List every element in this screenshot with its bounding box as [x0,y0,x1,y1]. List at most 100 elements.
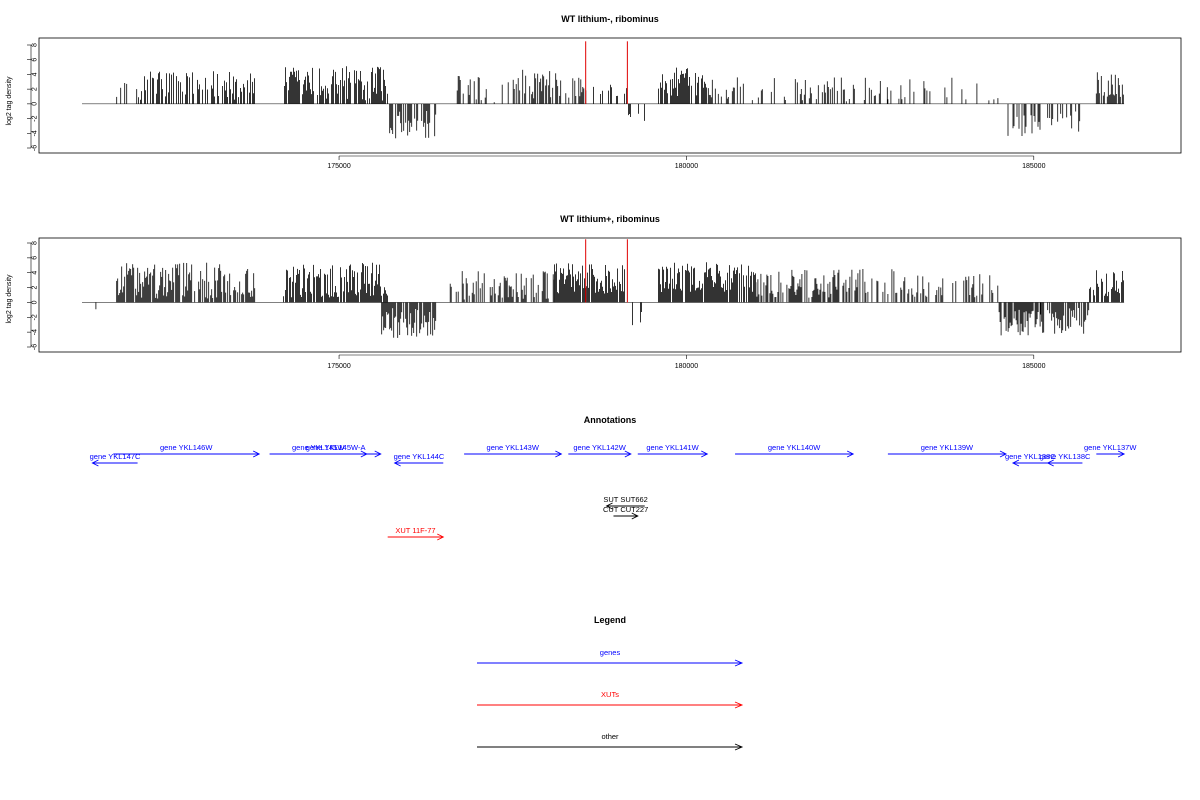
y-tick-label: 2 [31,286,38,290]
y-tick-label: 6 [31,58,38,62]
feature-arrowhead [252,450,261,458]
plot-frame [38,237,1182,353]
feature-arrowhead [1046,459,1054,467]
feature-label: gene YKL147C [90,452,141,461]
y-tick-label: -4 [31,130,38,136]
feature-label: gene YKL137W [1084,443,1137,452]
feature-label: gene YKL142W [573,443,626,452]
feature-label: gene YKL144C [394,452,445,461]
feature-label: SUT SUT662 [603,495,647,504]
marker-lines [585,239,628,303]
y-tick-label: 4 [31,271,38,275]
legend-arrowhead [734,743,744,751]
feature-arrowhead [846,450,855,458]
feature-arrowhead [437,533,445,541]
feature-label: CUT CUT227 [603,505,648,514]
annotation-feature: gene YKL144C [393,452,445,467]
annotation-feature: gene YKL146W [113,443,261,458]
y-tick-label: 8 [31,241,38,245]
legend-item: XUTs [477,690,744,709]
legend-label: genes [600,648,621,657]
annotation-feature: gene YKL140W [735,443,855,458]
annotation-feature: gene YKL145W-A [290,443,382,458]
x-tick-label: 180000 [675,163,698,170]
panel-title: WT lithium+, ribominus [560,214,660,224]
x-tick-label: 185000 [1022,363,1045,370]
annotation-feature: XUT 11F-77 [387,526,445,541]
signal-bars [82,66,1125,139]
feature-label: gene YKL139W [921,443,974,452]
legend-arrowhead [734,701,744,709]
legend-arrowhead [734,659,744,667]
feature-arrowhead [555,450,563,458]
x-tick-label: 180000 [675,363,698,370]
y-tick-label: -2 [31,115,38,121]
track-panel-lithium-minus: WT lithium-, ribominus log2 tag density … [6,14,1182,170]
feature-label: gene YKL141W [646,443,699,452]
y-axis-label: log2 tag density [6,76,13,126]
feature-arrowhead [701,450,709,458]
annotation-feature: gene YKL138C [1005,452,1056,467]
legend-item: other [477,732,744,751]
legend-item-list: genes XUTs other [477,648,744,751]
feature-label: gene YKL138C [1040,452,1091,461]
feature-arrowhead [374,450,382,458]
legend: Legend genes XUTs other [477,615,744,751]
legend-label: other [601,732,619,741]
y-tick-label: -6 [31,145,38,151]
y-tick-label: -4 [31,329,38,335]
y-tick-label: 8 [31,43,38,47]
legend-label: XUTs [601,690,619,699]
feature-arrowhead [605,502,613,510]
annotation-feature: gene YKL138C [1040,452,1091,467]
x-tick-label: 175000 [327,363,350,370]
x-tick-label: 185000 [1022,163,1045,170]
x-axis: 175000 180000 185000 [327,155,1046,170]
feature-label: gene YKL146W [160,443,213,452]
annotation-feature: SUT SUT662 [603,495,648,510]
x-axis: 175000 180000 185000 [327,354,1046,370]
feature-label: gene YKL145W-A [306,443,366,452]
plot-frame [38,37,1182,154]
feature-arrowhead [393,459,401,467]
annotation-feature: gene YKL137W [1084,443,1137,458]
annotation-feature: CUT CUT227 [603,505,648,520]
annotation-feature: gene YKL142W [568,443,632,458]
feature-arrowhead [1011,459,1020,467]
y-tick-label: -6 [31,344,38,350]
annotation-feature: gene YKL147C [90,452,141,467]
feature-label: gene YKL138C [1005,452,1056,461]
y-tick-label: 6 [31,256,38,260]
y-tick-label: 0 [31,102,38,106]
legend-item: genes [477,648,744,667]
y-tick-label: 2 [31,87,38,91]
signal-bars [82,262,1125,338]
annotations-title: Annotations [584,415,637,425]
annotation-feature: gene YKL139W [887,443,1008,458]
y-axis: -6 -4 -2 0 2 4 6 8 [27,241,38,350]
y-axis: -6 -4 -2 0 2 4 6 8 [27,43,38,151]
panel-title: WT lithium-, ribominus [561,14,659,24]
x-tick-label: 175000 [327,163,350,170]
feature-label: gene YKL140W [768,443,821,452]
legend-title: Legend [594,615,626,625]
annotations-track: Annotations gene YKL147C gene YKL146W gene… [90,415,1137,541]
feature-arrowhead [999,450,1008,458]
y-axis-label: log2 tag density [6,274,13,324]
feature-label: XUT 11F-77 [395,526,435,535]
track-panel-lithium-plus: WT lithium+, ribominus log2 tag density … [6,214,1182,370]
annotation-feature: gene YKL141W [637,443,709,458]
y-tick-label: 4 [31,72,38,76]
y-tick-label: -2 [31,314,38,320]
feature-arrowhead [1117,450,1126,458]
feature-arrowhead [91,459,99,467]
marker-lines [585,41,628,104]
feature-arrowhead [624,450,632,458]
feature-arrowhead [631,512,639,520]
annotation-feature: gene YKL143W [464,443,563,458]
feature-label: gene YKL145W [292,443,345,452]
y-tick-label: 0 [31,300,38,304]
feature-label: gene YKL143W [487,443,540,452]
